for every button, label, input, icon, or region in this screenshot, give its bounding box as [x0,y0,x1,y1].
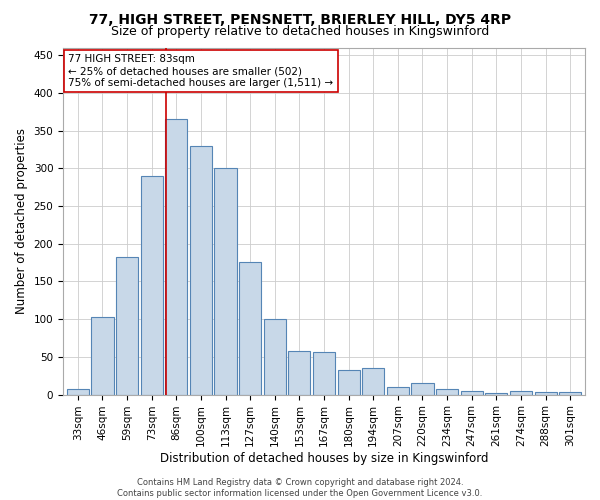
Text: Contains HM Land Registry data © Crown copyright and database right 2024.
Contai: Contains HM Land Registry data © Crown c… [118,478,482,498]
Bar [485,393,508,394]
Bar [535,392,557,394]
Bar [116,256,138,394]
Text: Size of property relative to detached houses in Kingswinford: Size of property relative to detached ho… [111,25,489,38]
X-axis label: Distribution of detached houses by size in Kingswinford: Distribution of detached houses by size … [160,452,488,465]
Bar [263,319,286,394]
Bar [387,387,409,394]
Bar [239,262,261,394]
Bar [165,119,187,394]
Y-axis label: Number of detached properties: Number of detached properties [15,128,28,314]
Bar [559,392,581,394]
Bar [313,352,335,395]
Bar [67,390,89,394]
Bar [91,317,113,394]
Bar [140,176,163,394]
Text: 77, HIGH STREET, PENSNETT, BRIERLEY HILL, DY5 4RP: 77, HIGH STREET, PENSNETT, BRIERLEY HILL… [89,12,511,26]
Bar [436,388,458,394]
Bar [362,368,385,394]
Bar [461,391,483,394]
Bar [510,391,532,394]
Bar [338,370,360,394]
Bar [190,146,212,394]
Bar [214,168,236,394]
Bar [289,351,310,395]
Bar [412,384,434,394]
Text: 77 HIGH STREET: 83sqm
← 25% of detached houses are smaller (502)
75% of semi-det: 77 HIGH STREET: 83sqm ← 25% of detached … [68,54,334,88]
